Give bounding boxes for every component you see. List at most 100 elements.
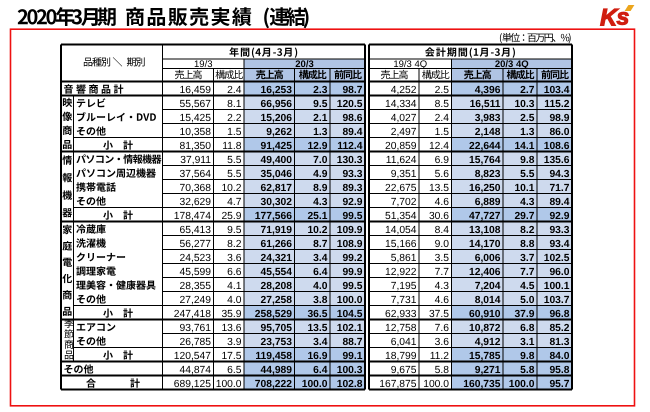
svg-text:2,148: 2,148 bbox=[475, 127, 501, 138]
svg-text:8,823: 8,823 bbox=[475, 169, 501, 180]
svg-text:14,334: 14,334 bbox=[385, 99, 417, 110]
svg-text:89.3: 89.3 bbox=[342, 183, 362, 194]
svg-text:115.2: 115.2 bbox=[544, 99, 569, 110]
svg-text:24,523: 24,523 bbox=[180, 253, 212, 264]
svg-text:109.9: 109.9 bbox=[337, 225, 363, 236]
svg-text:13.6: 13.6 bbox=[221, 323, 241, 334]
svg-text:65,413: 65,413 bbox=[180, 225, 212, 236]
svg-text:2.4: 2.4 bbox=[227, 85, 242, 96]
svg-text:9,675: 9,675 bbox=[391, 365, 417, 376]
svg-text:4,252: 4,252 bbox=[391, 85, 417, 96]
svg-text:1.5: 1.5 bbox=[435, 127, 450, 138]
svg-text:8.2: 8.2 bbox=[227, 239, 242, 250]
svg-text:8,014: 8,014 bbox=[475, 295, 501, 306]
svg-text:4,912: 4,912 bbox=[475, 337, 501, 348]
svg-text:3.1: 3.1 bbox=[520, 337, 535, 348]
svg-text:13.5: 13.5 bbox=[429, 183, 449, 194]
svg-text:3.7: 3.7 bbox=[520, 253, 535, 264]
svg-text:7,195: 7,195 bbox=[391, 281, 417, 292]
svg-text:47,727: 47,727 bbox=[469, 211, 501, 222]
svg-text:16,511: 16,511 bbox=[470, 99, 501, 110]
svg-text:3.4: 3.4 bbox=[313, 253, 328, 264]
svg-text:4.5: 4.5 bbox=[520, 281, 535, 292]
svg-text:112.4: 112.4 bbox=[337, 141, 362, 152]
svg-text:5.0: 5.0 bbox=[520, 295, 535, 306]
svg-text:104.5: 104.5 bbox=[337, 309, 363, 320]
svg-text:36.5: 36.5 bbox=[307, 309, 327, 320]
svg-text:19/3 4Q: 19/3 4Q bbox=[393, 59, 427, 70]
svg-text:27,249: 27,249 bbox=[180, 295, 212, 306]
svg-text:120,547: 120,547 bbox=[174, 351, 211, 362]
svg-text:7,204: 7,204 bbox=[475, 281, 501, 292]
svg-text:29.7: 29.7 bbox=[514, 211, 534, 222]
svg-text:6.8: 6.8 bbox=[520, 323, 535, 334]
svg-text:5,861: 5,861 bbox=[391, 253, 417, 264]
svg-text:3.8: 3.8 bbox=[313, 295, 328, 306]
svg-text:1.3: 1.3 bbox=[313, 127, 328, 138]
svg-text:81.3: 81.3 bbox=[549, 337, 569, 348]
svg-text:K: K bbox=[600, 5, 619, 32]
svg-text:7.6: 7.6 bbox=[435, 323, 450, 334]
svg-text:100.0: 100.0 bbox=[216, 379, 242, 390]
svg-text:99.9: 99.9 bbox=[342, 267, 362, 278]
svg-text:30.6: 30.6 bbox=[429, 211, 449, 222]
svg-text:99.5: 99.5 bbox=[342, 281, 362, 292]
svg-text:62,933: 62,933 bbox=[385, 309, 417, 320]
svg-text:120.5: 120.5 bbox=[337, 99, 363, 110]
svg-text:3.4: 3.4 bbox=[313, 337, 328, 348]
svg-text:2.4: 2.4 bbox=[435, 113, 450, 124]
svg-text:44,874: 44,874 bbox=[180, 365, 212, 376]
svg-text:4,027: 4,027 bbox=[391, 113, 417, 124]
svg-text:15,166: 15,166 bbox=[385, 239, 417, 250]
svg-text:95.7: 95.7 bbox=[549, 379, 569, 390]
svg-text:96.0: 96.0 bbox=[549, 267, 569, 278]
svg-text:14,054: 14,054 bbox=[385, 225, 417, 236]
svg-text:10,872: 10,872 bbox=[469, 323, 501, 334]
svg-text:9.8: 9.8 bbox=[520, 155, 535, 166]
svg-text:178,474: 178,474 bbox=[174, 211, 211, 222]
svg-text:13,108: 13,108 bbox=[469, 225, 501, 236]
svg-text:7,702: 7,702 bbox=[391, 197, 417, 208]
svg-text:22,644: 22,644 bbox=[469, 141, 501, 152]
svg-text:30,302: 30,302 bbox=[261, 197, 293, 208]
svg-text:4.0: 4.0 bbox=[227, 295, 242, 306]
svg-text:35,046: 35,046 bbox=[261, 169, 293, 180]
svg-text:6.4: 6.4 bbox=[313, 365, 328, 376]
svg-text:12.4: 12.4 bbox=[429, 141, 449, 152]
svg-text:56,277: 56,277 bbox=[180, 239, 212, 250]
svg-text:10.1: 10.1 bbox=[514, 183, 534, 194]
svg-text:177,566: 177,566 bbox=[255, 211, 292, 222]
svg-text:1.5: 1.5 bbox=[227, 127, 242, 138]
svg-text:102.5: 102.5 bbox=[544, 253, 570, 264]
svg-text:16,250: 16,250 bbox=[469, 183, 501, 194]
svg-text:94.3: 94.3 bbox=[549, 169, 569, 180]
svg-text:98.7: 98.7 bbox=[342, 85, 362, 96]
svg-text:62,817: 62,817 bbox=[261, 183, 293, 194]
svg-text:92.9: 92.9 bbox=[342, 197, 362, 208]
svg-text:84.0: 84.0 bbox=[549, 351, 569, 362]
svg-text:9.8: 9.8 bbox=[520, 351, 535, 362]
svg-text:8.8: 8.8 bbox=[520, 239, 535, 250]
svg-text:15,425: 15,425 bbox=[180, 113, 212, 124]
svg-text:10.2: 10.2 bbox=[221, 183, 241, 194]
svg-text:7.7: 7.7 bbox=[520, 267, 535, 278]
svg-text:66,956: 66,956 bbox=[261, 99, 293, 110]
svg-text:12.9: 12.9 bbox=[307, 141, 327, 152]
svg-text:8.5: 8.5 bbox=[435, 99, 450, 110]
svg-text:6.4: 6.4 bbox=[313, 267, 328, 278]
svg-text:93.3: 93.3 bbox=[549, 225, 569, 236]
svg-text:17.5: 17.5 bbox=[221, 351, 241, 362]
svg-text:15,206: 15,206 bbox=[261, 113, 293, 124]
svg-text:8.1: 8.1 bbox=[227, 99, 242, 110]
svg-text:95,705: 95,705 bbox=[261, 323, 293, 334]
svg-text:32,629: 32,629 bbox=[180, 197, 212, 208]
svg-text:8.4: 8.4 bbox=[435, 225, 450, 236]
svg-text:5.6: 5.6 bbox=[435, 169, 450, 180]
svg-text:98.6: 98.6 bbox=[342, 113, 362, 124]
svg-text:8.7: 8.7 bbox=[313, 239, 328, 250]
svg-text:71,919: 71,919 bbox=[261, 225, 293, 236]
svg-text:18,799: 18,799 bbox=[385, 351, 417, 362]
svg-text:4.3: 4.3 bbox=[435, 281, 450, 292]
svg-text:26,785: 26,785 bbox=[180, 337, 212, 348]
svg-text:2.3: 2.3 bbox=[313, 85, 328, 96]
